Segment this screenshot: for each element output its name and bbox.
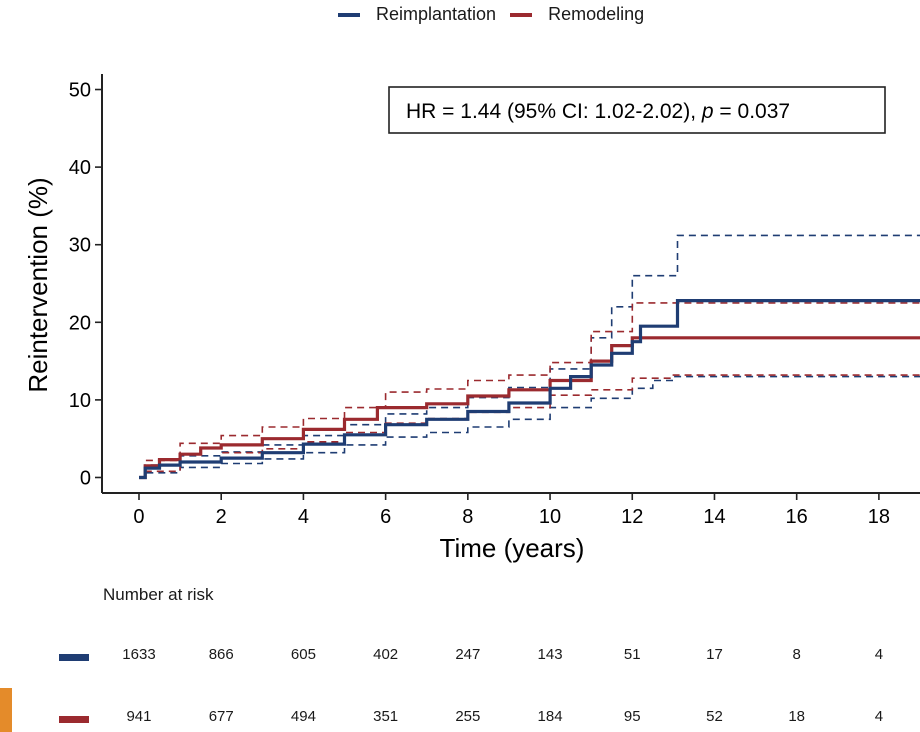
remodeling-risk-count: 4 bbox=[874, 708, 884, 725]
remodeling-risk-count: 677 bbox=[208, 708, 234, 725]
y-tick-label: 30 bbox=[69, 235, 91, 257]
risk-table-title: Number at risk bbox=[103, 585, 214, 604]
accent-tab bbox=[0, 688, 12, 732]
x-tick-label: 16 bbox=[786, 506, 808, 528]
risk-row-remodeling: 941 677 494 351 255 184 95 52 18 4 bbox=[0, 708, 920, 732]
hr-text: HR = 1.44 (95% CI: 1.02-2.02), bbox=[406, 100, 702, 123]
x-tick-label: 0 bbox=[133, 506, 144, 528]
reimplantation-risk-count: 51 bbox=[623, 646, 641, 663]
remodeling-risk-count: 351 bbox=[373, 708, 399, 725]
remodeling-risk-count: 52 bbox=[706, 708, 723, 725]
hr-annotation-box: HR = 1.44 (95% CI: 1.02-2.02), p = 0.037 bbox=[388, 86, 886, 134]
remodeling-risk-count: 184 bbox=[537, 708, 563, 725]
y-tick-label: 20 bbox=[69, 312, 91, 334]
x-tick-label: 18 bbox=[868, 506, 890, 528]
x-tick-label: 12 bbox=[621, 506, 643, 528]
y-tick-label: 0 bbox=[80, 467, 91, 489]
legend-item-remodeling: Remodeling bbox=[510, 4, 644, 25]
x-tick-label: 6 bbox=[380, 506, 391, 528]
y-tick-label: 50 bbox=[69, 80, 91, 102]
legend-swatch-remodeling bbox=[510, 12, 533, 17]
legend-item-reimplantation: Reimplantation bbox=[338, 4, 496, 25]
remodeling-risk-count: 18 bbox=[788, 708, 806, 725]
risk-row-reimplantation: 1633 866 605 402 247 143 51 17 8 4 bbox=[0, 646, 920, 670]
x-tick-label: 8 bbox=[462, 506, 473, 528]
remodeling-risk-count: 494 bbox=[290, 708, 316, 725]
hr-annotation-text: HR = 1.44 (95% CI: 1.02-2.02), p = 0.037 bbox=[406, 100, 790, 123]
x-ticks: 0 2 4 6 8 10 12 14 16 18 bbox=[133, 493, 890, 528]
y-axis-label: Reintervention (%) bbox=[23, 177, 53, 392]
x-tick-label: 2 bbox=[216, 506, 227, 528]
legend-label-reimplantation: Reimplantation bbox=[376, 4, 497, 24]
km-chart: 0 10 20 30 40 50 0 2 4 6 8 10 12 14 16 18 Reinterventi… bbox=[23, 74, 920, 563]
y-ticks: 0 10 20 30 40 50 bbox=[69, 80, 102, 489]
x-tick-label: 4 bbox=[298, 506, 309, 528]
reimplantation-risk-count: 8 bbox=[792, 646, 801, 663]
reimplantation-risk-count: 143 bbox=[537, 646, 563, 663]
remodeling-risk-count: 941 bbox=[126, 708, 152, 725]
remodeling-risk-count: 95 bbox=[623, 708, 641, 725]
p-label: p bbox=[701, 100, 714, 123]
remodeling-risk-count: 255 bbox=[455, 708, 481, 725]
y-tick-label: 10 bbox=[69, 390, 91, 412]
x-axis-label: Time (years) bbox=[440, 533, 585, 563]
risk-swatch-reimplantation bbox=[59, 654, 89, 661]
y-tick-label: 40 bbox=[69, 157, 91, 179]
reimplantation-risk-count: 866 bbox=[208, 646, 234, 663]
reimplantation-ci-upper bbox=[139, 234, 920, 479]
x-tick-label: 10 bbox=[539, 506, 561, 528]
reimplantation-risk-count: 1633 bbox=[122, 646, 156, 663]
survival-curves bbox=[139, 299, 920, 480]
x-tick-label: 14 bbox=[703, 506, 725, 528]
reimplantation-risk-count: 247 bbox=[455, 646, 481, 663]
legend: Reimplantation Remodeling bbox=[338, 4, 658, 25]
reimplantation-risk-count: 402 bbox=[373, 646, 399, 663]
p-value-text: = 0.037 bbox=[714, 100, 790, 123]
reimplantation-risk-count: 605 bbox=[290, 646, 316, 663]
reimplantation-curve bbox=[139, 299, 920, 480]
reimplantation-ci-lower bbox=[139, 375, 920, 479]
reimplantation-risk-count: 17 bbox=[706, 646, 723, 663]
reimplantation-risk-count: 4 bbox=[874, 646, 884, 663]
confidence-bands bbox=[139, 234, 920, 479]
legend-swatch-reimplantation bbox=[338, 12, 360, 17]
risk-swatch-remodeling bbox=[59, 716, 89, 723]
remodeling-ci-upper bbox=[139, 302, 920, 479]
hr-annotation-frame bbox=[388, 86, 886, 134]
legend-label-remodeling: Remodeling bbox=[548, 4, 645, 24]
